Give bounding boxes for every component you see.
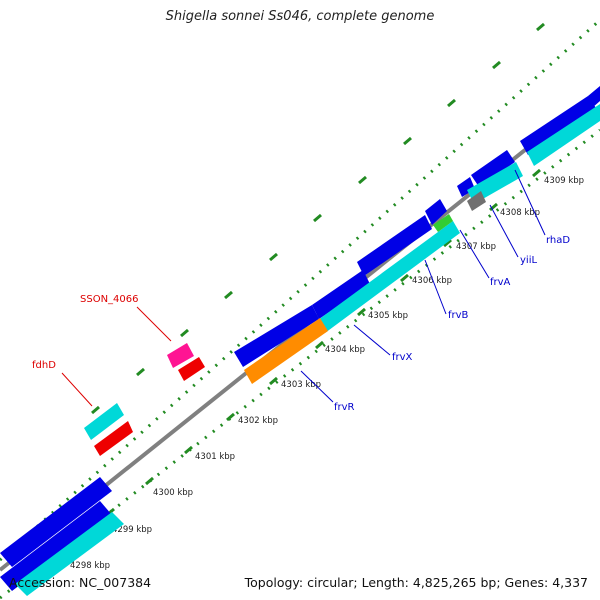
tick-label: 4303 kbp	[281, 380, 321, 390]
tick-label: 4298 kbp	[70, 561, 110, 571]
tick-label: 4307 kbp	[456, 242, 496, 252]
tick-label: 4309 kbp	[544, 176, 584, 186]
gene-label-fdhD[interactable]: fdhD	[32, 360, 56, 371]
gene-block[interactable]	[318, 221, 460, 333]
gene-block[interactable]	[457, 177, 475, 197]
gene-block[interactable]	[312, 270, 370, 319]
gene-labels: SSON_4066 fdhD frvR frvX frvB frvA yiiL …	[32, 235, 570, 413]
tick-label: 4306 kbp	[412, 276, 452, 286]
ruler-major-ticks	[69, 168, 541, 546]
red-gene-SSON-4066[interactable]	[178, 357, 205, 381]
orange-gene-frvR[interactable]	[244, 318, 328, 384]
tick-label: 4305 kbp	[368, 311, 408, 321]
inner-dotted-track	[0, 128, 600, 600]
red-gene-fdhD[interactable]	[94, 421, 133, 456]
gene-block[interactable]	[234, 305, 319, 367]
gene-block[interactable]	[527, 104, 600, 166]
magenta-gene-SSON-4066[interactable]	[167, 343, 194, 368]
gene-label-frvB[interactable]: frvB	[448, 310, 469, 321]
gene-label-frvX[interactable]: frvX	[392, 352, 413, 363]
genome-summary-text: Topology: circular; Length: 4,825,265 bp…	[244, 575, 588, 590]
gene-block[interactable]	[0, 477, 112, 567]
tick-label: 4302 kbp	[238, 416, 278, 426]
tick-label: 4304 kbp	[325, 345, 365, 355]
outer-major-ticks	[91, 22, 545, 415]
map-title: Shigella sonnei Ss046, complete genome	[165, 9, 435, 24]
gene-block[interactable]	[15, 512, 124, 596]
gene-block[interactable]	[357, 215, 432, 276]
gene-label-frvR[interactable]: frvR	[334, 402, 355, 413]
plus-strand-genes	[0, 86, 600, 591]
accession-text: Accession: NC_007384	[9, 575, 152, 590]
gene-label-SSON-4066[interactable]: SSON_4066	[80, 294, 139, 305]
gray-gene-yiiL[interactable]	[467, 191, 486, 211]
gene-block[interactable]	[0, 501, 112, 591]
green-gene-frvA[interactable]	[433, 214, 453, 232]
gene-label-frvA[interactable]: frvA	[490, 277, 511, 288]
gene-label-rhaD[interactable]: rhaD	[546, 235, 570, 246]
gene-block[interactable]	[425, 199, 447, 225]
gene-label-yiiL[interactable]: yiiL	[520, 255, 537, 266]
gene-block[interactable]	[471, 150, 515, 187]
tick-labels: 4298 kbp 4299 kbp 4300 kbp 4301 kbp 4302…	[70, 176, 584, 571]
minus-strand-genes	[15, 104, 600, 596]
outer-dotted-track	[0, 18, 600, 562]
callout-lines	[61, 169, 546, 407]
tick-label: 4300 kbp	[153, 488, 193, 498]
tick-label: 4308 kbp	[500, 208, 540, 218]
gene-block[interactable]	[84, 403, 124, 440]
gene-block[interactable]	[588, 86, 600, 108]
tick-label: 4301 kbp	[195, 452, 235, 462]
gene-block[interactable]	[520, 96, 596, 155]
tick-label: 4299 kbp	[112, 525, 152, 535]
